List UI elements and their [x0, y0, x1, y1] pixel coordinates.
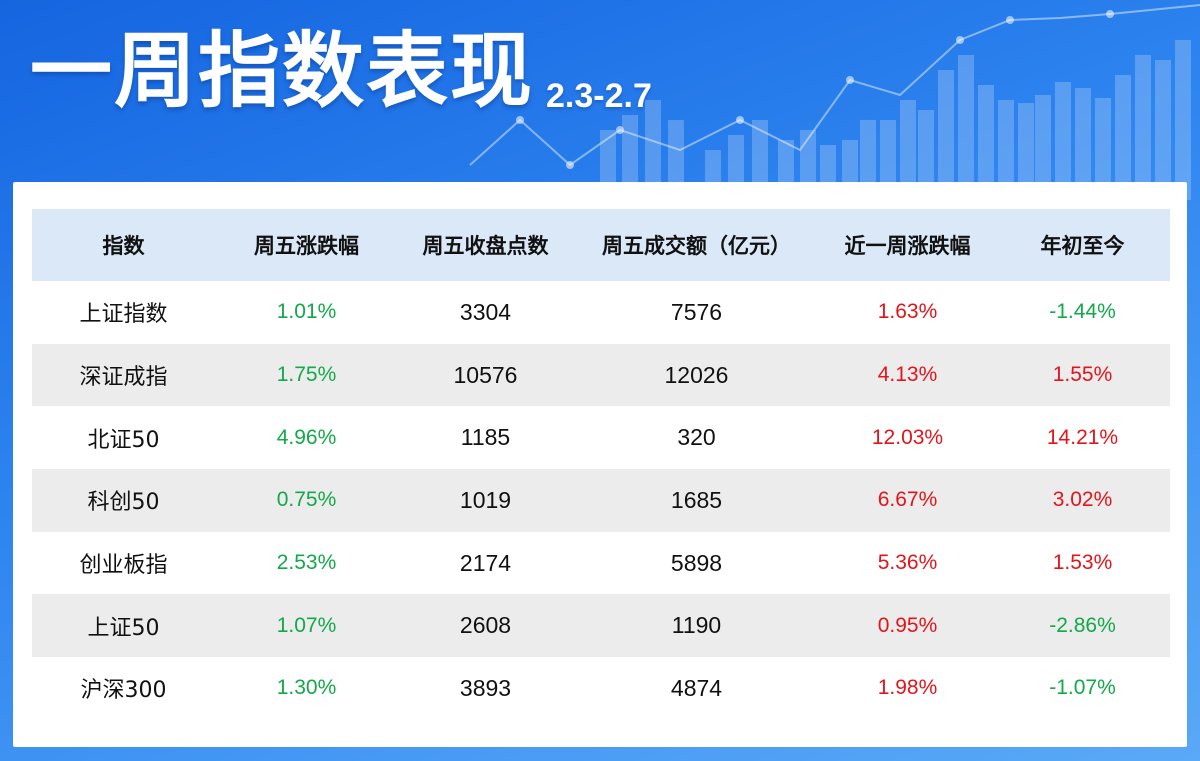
fri-change: 1.30%	[276, 676, 337, 700]
index-name: 创业板指	[79, 553, 168, 579]
turnover-value: 1190	[671, 612, 722, 639]
banner-decoration	[469, 4, 1200, 200]
column-header-ytd: 年初至今	[1040, 234, 1125, 258]
fri-change: 0.75%	[276, 488, 337, 512]
fri-change: 1.07%	[276, 613, 337, 637]
close-value: 10576	[453, 361, 518, 388]
close-value: 2608	[459, 612, 512, 639]
table-row: 创业板指 2.53% 2174 5898 5.36% 1.53%	[32, 532, 1170, 595]
column-header-close: 周五收盘点数	[422, 234, 549, 258]
ytd-change: -1.07%	[1049, 676, 1116, 700]
fri-change: 1.75%	[276, 363, 337, 387]
table-row: 上证指数 1.01% 3304 7576 1.63% -1.44%	[32, 281, 1170, 344]
table-row: 沪深300 1.30% 3893 4874 1.98% -1.07%	[32, 657, 1170, 720]
week-change: 6.67%	[877, 488, 938, 512]
fri-change: 2.53%	[276, 551, 337, 575]
week-change: 1.63%	[877, 300, 938, 324]
ytd-change: 1.53%	[1052, 551, 1113, 575]
turnover-value: 7576	[670, 298, 723, 325]
column-header-index: 指数	[102, 234, 145, 258]
turnover-value: 320	[677, 424, 716, 451]
close-value: 3893	[459, 674, 512, 701]
index-name: 上证指数	[79, 302, 168, 328]
table-row: 上证50 1.07% 2608 1190 0.95% -2.86%	[32, 594, 1170, 658]
date-range: 2.3-2.7	[546, 77, 652, 115]
table-header-row: 指数 周五涨跌幅 周五收盘点数 周五成交额（亿元） 近一周涨跌幅 年初至今	[32, 209, 1170, 281]
column-header-turnover: 周五成交额（亿元）	[602, 234, 791, 258]
fri-change: 4.96%	[276, 425, 337, 449]
ytd-change: 3.02%	[1052, 488, 1113, 512]
table-row: 北证50 4.96% 1185 320 12.03% 14.21%	[32, 406, 1170, 469]
close-value: 1185	[460, 424, 511, 451]
week-change: 12.03%	[871, 425, 944, 449]
turnover-value: 12026	[664, 361, 729, 388]
week-change: 5.36%	[877, 551, 938, 575]
page-title: 一周指数表现	[30, 24, 535, 119]
index-name: 沪深300	[80, 678, 167, 704]
column-header-fri-change: 周五涨跌幅	[254, 234, 359, 258]
close-value: 1019	[459, 486, 512, 513]
ytd-change: -2.86%	[1049, 613, 1116, 637]
turnover-value: 1685	[670, 486, 723, 513]
week-change: 0.95%	[877, 613, 938, 637]
index-performance-table: 指数 周五涨跌幅 周五收盘点数 周五成交额（亿元） 近一周涨跌幅 年初至今 上证…	[32, 209, 1170, 720]
turnover-value: 5898	[670, 549, 723, 576]
index-name: 上证50	[87, 615, 160, 641]
week-change: 1.98%	[877, 676, 938, 700]
table-row: 深证成指 1.75% 10576 12026 4.13% 1.55%	[32, 343, 1170, 407]
index-table-card: 指数 周五涨跌幅 周五收盘点数 周五成交额（亿元） 近一周涨跌幅 年初至今 上证…	[13, 182, 1187, 747]
ytd-change: -1.44%	[1049, 300, 1116, 324]
turnover-value: 4874	[670, 674, 723, 701]
index-name: 科创50	[87, 490, 160, 516]
close-value: 3304	[459, 298, 512, 325]
page-header: 一周指数表现 2.3-2.7	[30, 22, 652, 122]
ytd-change: 14.21%	[1046, 425, 1119, 449]
table-row: 科创50 0.75% 1019 1685 6.67% 3.02%	[32, 469, 1170, 532]
index-name: 深证成指	[79, 365, 168, 391]
column-header-week-change: 近一周涨跌幅	[844, 234, 971, 258]
fri-change: 1.01%	[276, 300, 337, 324]
index-name: 北证50	[87, 427, 160, 453]
close-value: 2174	[459, 549, 512, 576]
week-change: 4.13%	[877, 363, 938, 387]
ytd-change: 1.55%	[1052, 363, 1113, 387]
